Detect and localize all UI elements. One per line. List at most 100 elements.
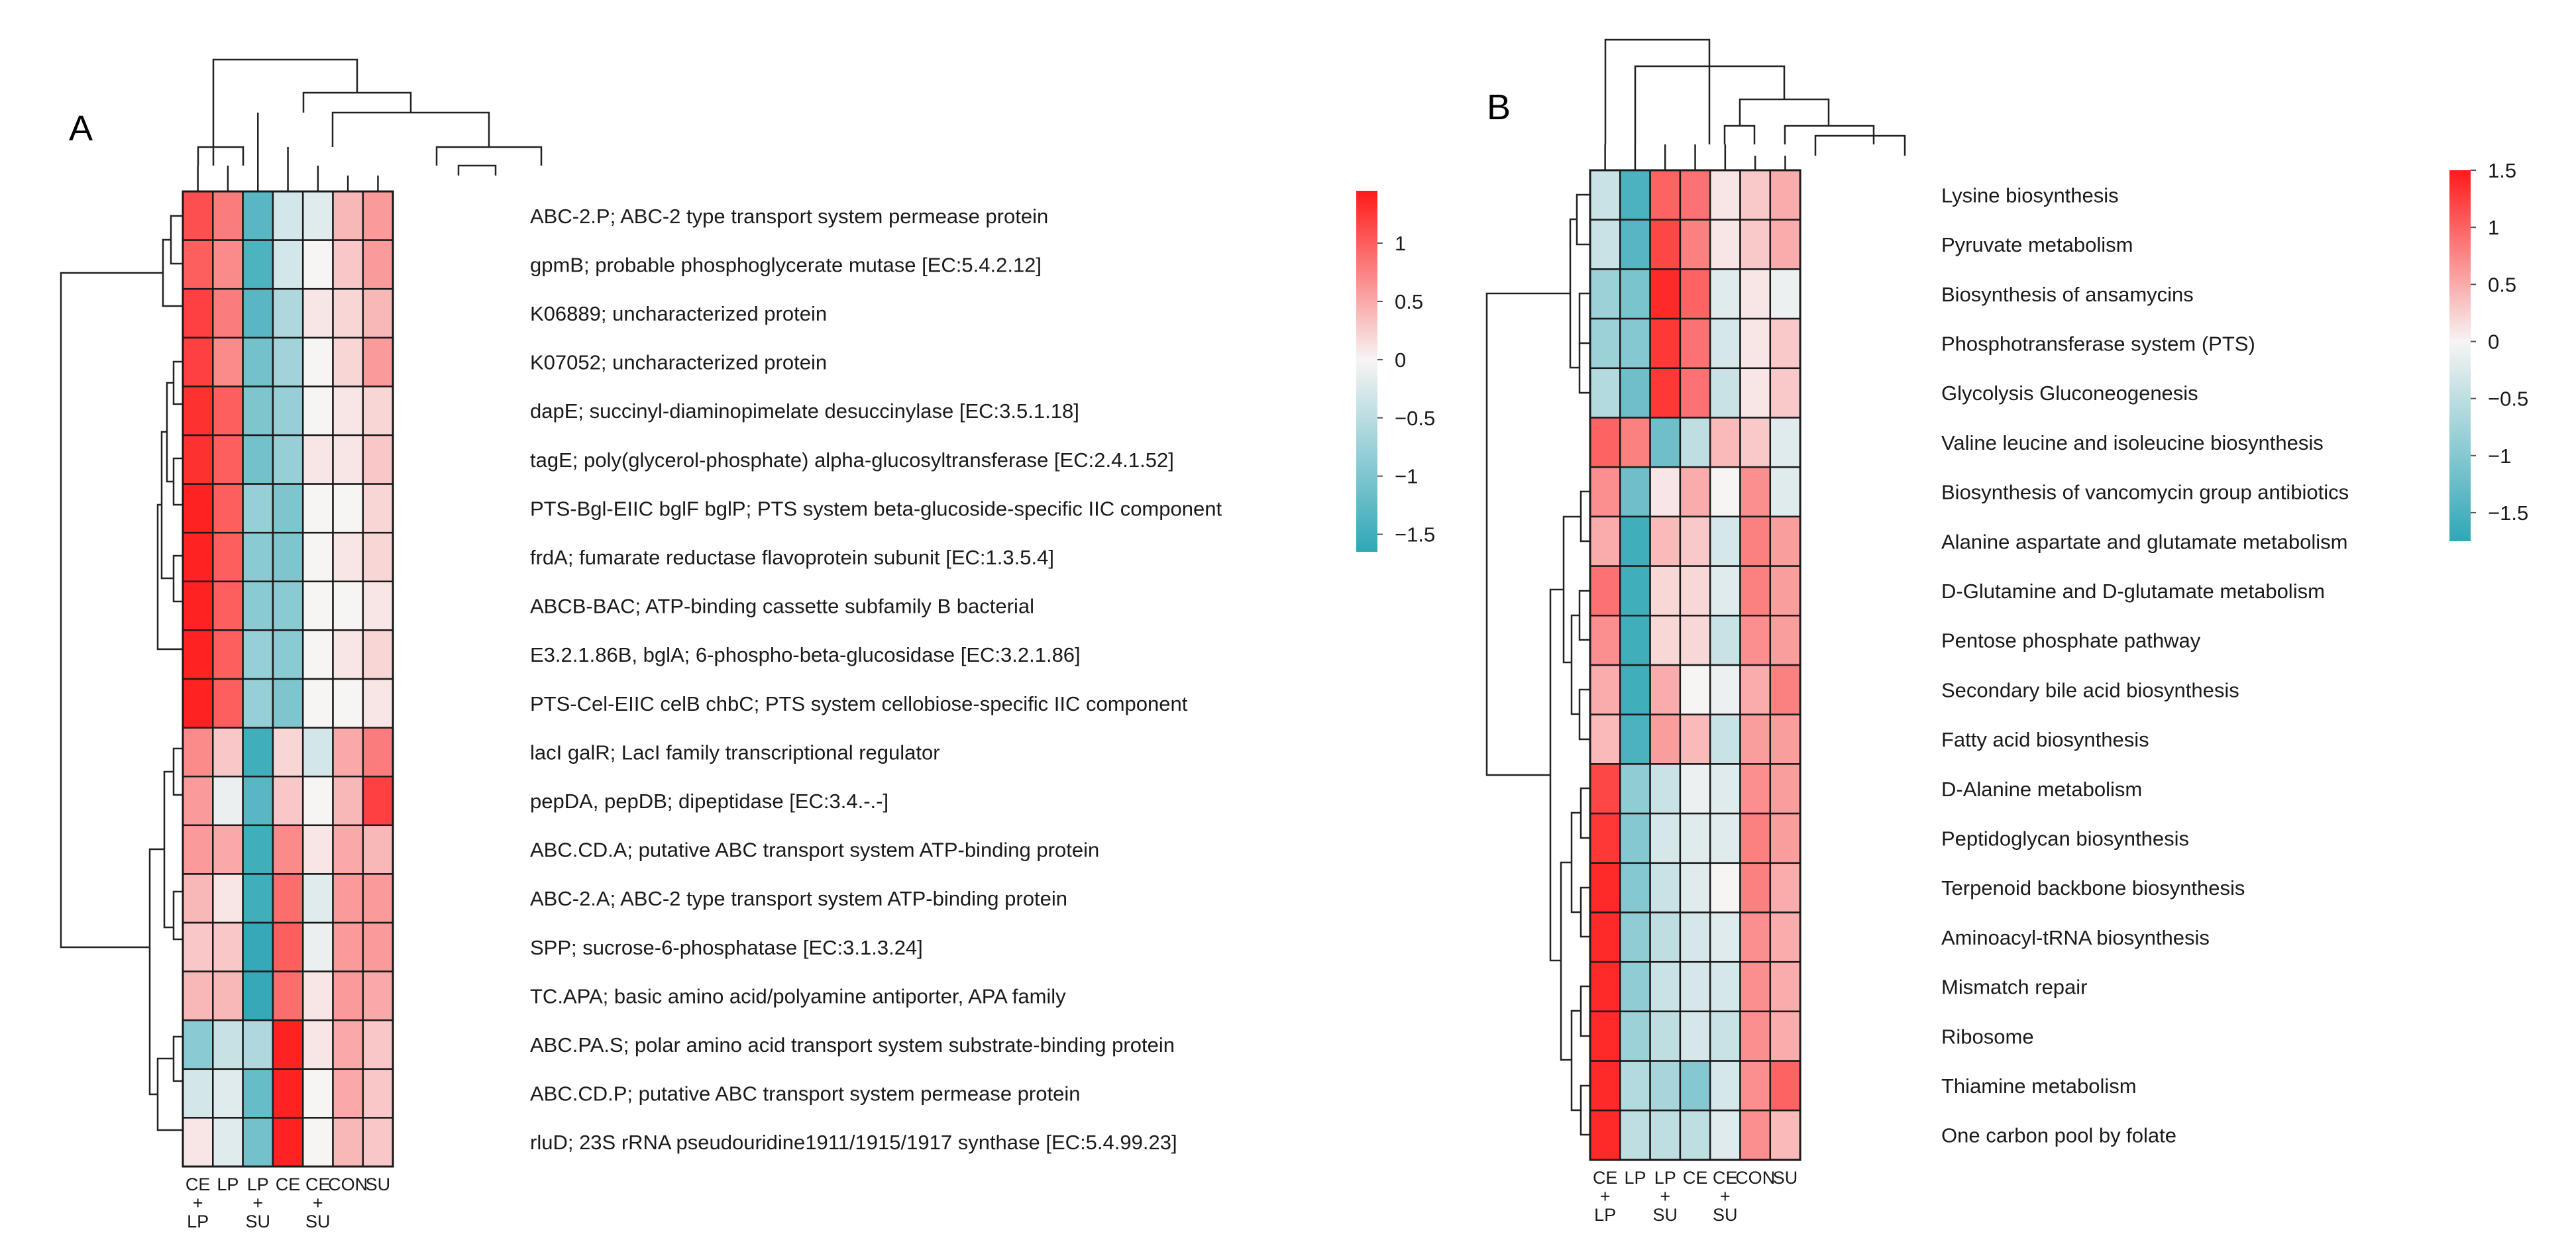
column-label: CE + SU [305,1174,331,1231]
heatmap-cell [301,386,334,437]
heatmap-cell [272,629,304,680]
heatmap-cell [1679,763,1711,815]
heatmap-cell [272,727,304,778]
dendrogram-branch [1578,343,1590,394]
heatmap-cell [182,386,214,437]
dendrogram-branch [1580,787,1590,839]
heatmap-cell [1709,911,1741,963]
heatmap-cell [272,386,304,437]
heatmap-cell [242,239,274,290]
dendrogram-branch [1560,861,1572,1061]
heatmap-cell [1709,367,1741,419]
row-label: Ribosome [1941,1025,2034,1048]
heatmap-cell [1589,1060,1621,1112]
heatmap-cell [1769,317,1801,370]
column-label: LP [217,1174,239,1194]
column-label: SU [366,1174,391,1194]
heatmap-cell [332,678,364,729]
heatmap-cell [1709,862,1741,913]
heatmap-cell [362,921,394,972]
heatmap-cell [242,434,274,485]
heatmap-cell [182,1117,214,1168]
heatmap-cell [1709,515,1741,567]
heatmap-cell [1619,615,1651,666]
heatmap-cell [1679,219,1711,270]
heatmap-cell [301,824,334,875]
dendrogram-branch [457,164,497,176]
heatmap-cell [362,434,394,485]
heatmap-cell [1769,515,1801,567]
row-label: K06889; uncharacterized protein [530,302,827,325]
heatmap-cell [332,921,364,972]
row-label: Lysine biosynthesis [1941,183,2119,207]
heatmap-cell [362,287,394,339]
row-label: lacI galR; LacI family transcriptional r… [530,741,940,764]
heatmap-cell [362,531,394,583]
heatmap-cell [1739,615,1772,666]
heatmap-cell [1769,565,1801,617]
panel-a-row-dendrogram [60,215,183,1131]
heatmap-cell [242,678,274,729]
row-label: PTS-Cel-EIIC celB chbC; PTS system cello… [530,692,1188,715]
heatmap-cell [212,1019,244,1070]
heatmap-cell [1589,268,1621,320]
dendrogram-branch [302,91,412,113]
heatmap-cell [272,873,304,924]
heatmap-cell [332,775,364,827]
heatmap-cell [301,239,334,290]
heatmap-cell [1769,664,1801,715]
heatmap-cell [1679,1010,1711,1062]
heatmap-cell [1619,664,1651,715]
heatmap-cell [362,1068,394,1119]
dendrogram-branch [1570,811,1581,913]
heatmap-cell [332,434,364,485]
panel-b-letter: B [1487,87,1511,127]
legend-tick-label: 1 [1395,232,1406,255]
heatmap-cell [1619,317,1651,370]
column-label: LP + SU [246,1174,271,1231]
heatmap-cell [182,337,214,388]
heatmap-cell [212,678,244,729]
heatmap-cell [301,287,334,339]
heatmap-cell [212,1117,244,1168]
heatmap-cell [1649,417,1682,468]
heatmap-cell [212,239,244,290]
heatmap-cell [1739,268,1772,320]
heatmap-cell [1739,1060,1772,1112]
legend-tick-label: 0 [2488,331,2499,354]
heatmap-cell [362,337,394,388]
heatmap-cell [362,239,394,290]
heatmap-cell [182,775,214,827]
heatmap-cell [272,531,304,583]
row-label: Terpenoid backbone biosynthesis [1941,876,2245,900]
heatmap-cell [332,727,364,778]
heatmap-cell [362,727,394,778]
heatmap-cell [1649,1010,1682,1062]
heatmap-cell [1619,960,1651,1013]
heatmap-cell [1649,911,1682,963]
heatmap-cell [1709,565,1741,617]
heatmap-cell [1619,417,1651,468]
heatmap-cell [1739,466,1772,518]
panel-b-heatmap-cells [1589,169,1801,1161]
heatmap-cell [1739,169,1772,221]
heatmap-cell [301,1117,334,1168]
heatmap-cell [212,727,244,778]
heatmap-cell [1679,1060,1711,1112]
heatmap-cell [1619,1010,1651,1062]
heatmap-cell [1769,367,1801,419]
row-label: gpmB; probable phosphoglycerate mutase [… [530,253,1042,276]
heatmap-cell [1769,763,1801,815]
heatmap-cell [1619,812,1651,864]
heatmap-cell [362,580,394,631]
heatmap-cell [242,775,274,827]
heatmap-cell [242,287,274,339]
row-label: TC.APA; basic amino acid/polyamine antip… [530,984,1066,1008]
panel-a-column-dendrogram [197,58,543,191]
dendrogram-branch [172,747,183,796]
heatmap-cell [242,970,274,1021]
heatmap-cell [182,531,214,583]
column-label: CE + SU [1713,1168,1738,1225]
heatmap-cell [362,386,394,437]
